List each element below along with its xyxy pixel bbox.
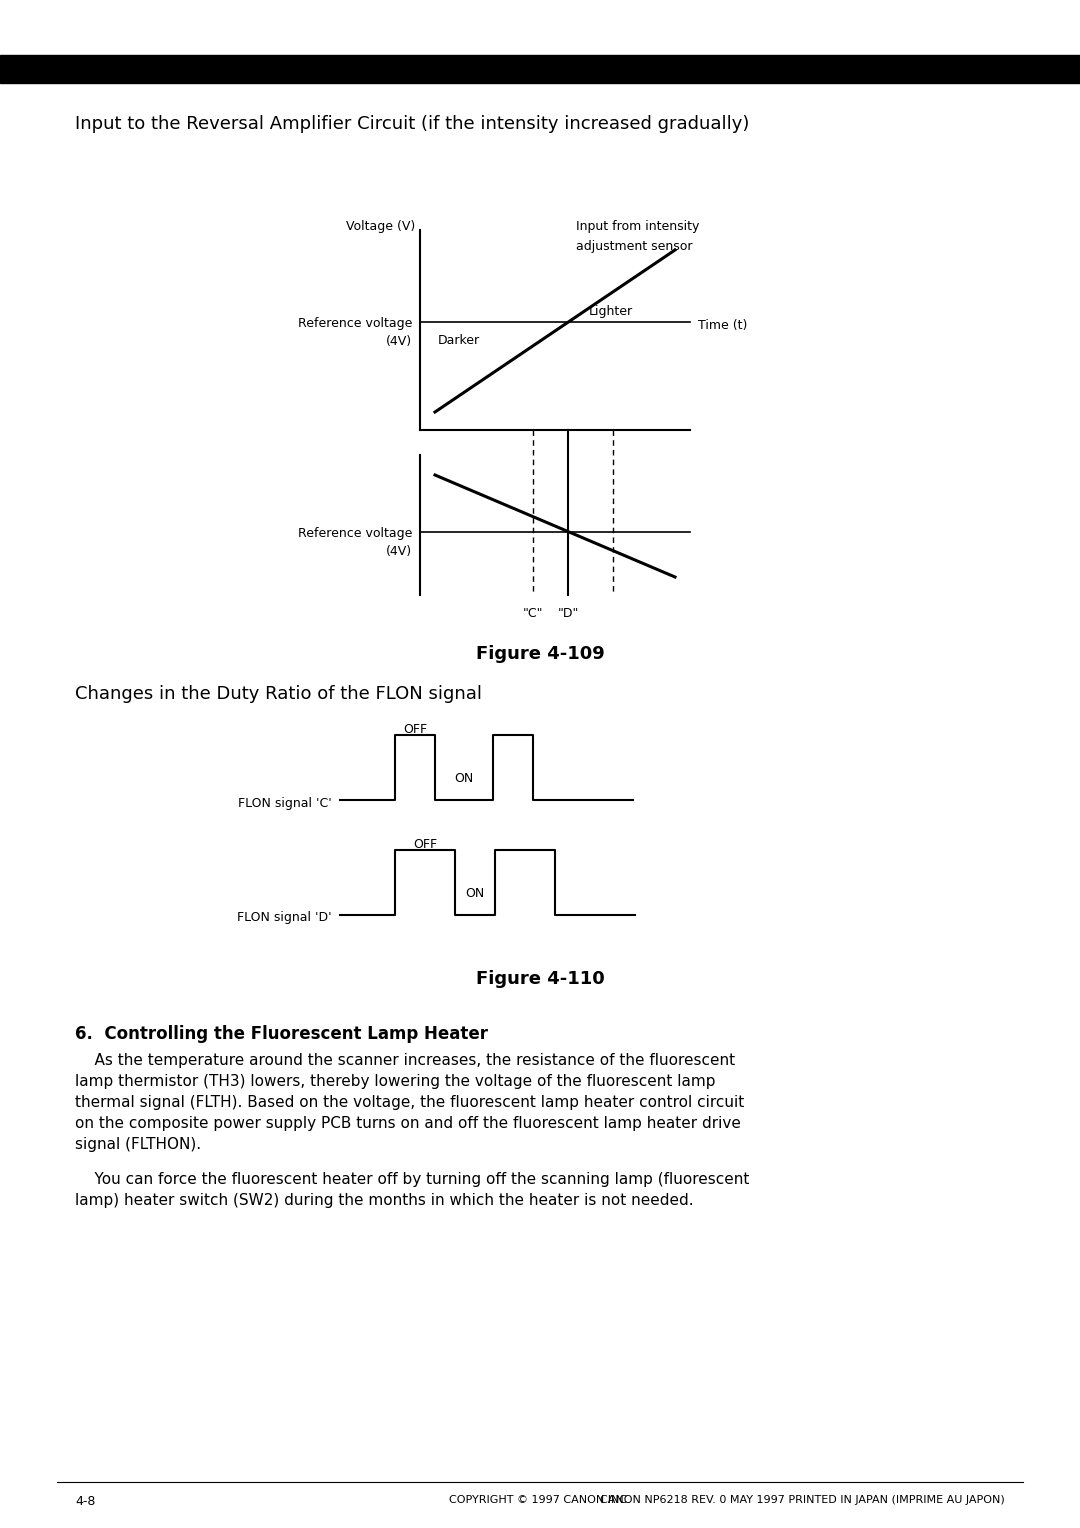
Text: FLON signal 'D': FLON signal 'D' [238, 912, 332, 924]
Text: 4-8: 4-8 [75, 1494, 95, 1508]
Text: CANON NP6218 REV. 0 MAY 1997 PRINTED IN JAPAN (IMPRIME AU JAPON): CANON NP6218 REV. 0 MAY 1997 PRINTED IN … [600, 1494, 1005, 1505]
Text: on the composite power supply PCB turns on and off the fluorescent lamp heater d: on the composite power supply PCB turns … [75, 1115, 741, 1131]
Bar [57, 58, 75, 76]
Text: Input to the Reversal Amplifier Circuit (if the intensity increased gradually): Input to the Reversal Amplifier Circuit … [75, 115, 750, 133]
Text: Changes in the Duty Ratio of the FLON signal: Changes in the Duty Ratio of the FLON si… [75, 685, 482, 703]
Text: You can force the fluorescent heater off by turning off the scanning lamp (fluor: You can force the fluorescent heater off… [75, 1172, 750, 1187]
Text: Figure 4-110: Figure 4-110 [475, 970, 605, 989]
Text: Time (t): Time (t) [698, 318, 747, 332]
Text: lamp) heater switch (SW2) during the months in which the heater is not needed.: lamp) heater switch (SW2) during the mon… [75, 1193, 693, 1209]
Text: (4V): (4V) [386, 545, 411, 558]
Text: "D": "D" [557, 607, 579, 620]
Text: As the temperature around the scanner increases, the resistance of the fluoresce: As the temperature around the scanner in… [75, 1053, 735, 1068]
Text: Figure 4-109: Figure 4-109 [475, 645, 605, 663]
Text: (4V): (4V) [386, 335, 411, 348]
Text: Input from intensity: Input from intensity [577, 220, 700, 232]
Text: COPYRIGHT © 1997 CANON INC.: COPYRIGHT © 1997 CANON INC. [449, 1494, 631, 1505]
Text: Reference voltage: Reference voltage [298, 527, 411, 539]
Text: signal (FLTHON).: signal (FLTHON). [75, 1137, 201, 1152]
Text: CHAPTER 4  IMAGE FORMATION SYSTEM: CHAPTER 4 IMAGE FORMATION SYSTEM [100, 69, 381, 83]
Text: ON: ON [465, 886, 485, 900]
Text: "C": "C" [523, 607, 543, 620]
Text: lamp thermistor (TH3) lowers, thereby lowering the voltage of the fluorescent la: lamp thermistor (TH3) lowers, thereby lo… [75, 1074, 715, 1089]
Text: thermal signal (FLTH). Based on the voltage, the fluorescent lamp heater control: thermal signal (FLTH). Based on the volt… [75, 1096, 744, 1109]
Text: Voltage (V): Voltage (V) [346, 220, 415, 232]
Text: OFF: OFF [403, 723, 427, 736]
Text: FLON signal 'C': FLON signal 'C' [239, 796, 332, 810]
Text: 6.  Controlling the Fluorescent Lamp Heater: 6. Controlling the Fluorescent Lamp Heat… [75, 1025, 488, 1044]
Text: Lighter: Lighter [589, 306, 633, 318]
Bar [0, 55, 1080, 83]
Text: OFF: OFF [413, 837, 437, 851]
Text: ON: ON [455, 772, 474, 785]
Text: Darker: Darker [438, 335, 481, 347]
Text: adjustment sensor: adjustment sensor [577, 240, 693, 254]
Text: Reference voltage: Reference voltage [298, 316, 411, 330]
